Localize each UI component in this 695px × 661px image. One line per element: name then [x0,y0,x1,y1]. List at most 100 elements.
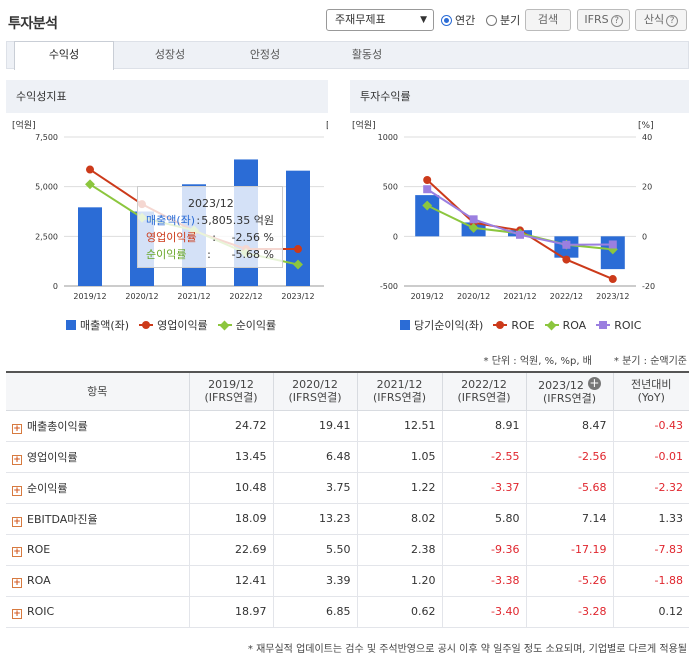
value-cell: 1.22 [356,472,442,504]
legend-item-roic[interactable]: ROIC [596,319,641,332]
help-icon: ? [610,15,623,27]
value-cell: -0.01 [612,441,689,473]
header-label: 2019/12 [208,378,254,392]
expand-row-icon[interactable]: + [12,454,22,465]
legend-item-sales[interactable]: 매출액(좌) [66,317,129,333]
value-cell: 18.09 [188,503,273,535]
row-label-cell[interactable]: + 순이익률 [6,472,189,504]
help-icon: ? [666,15,679,27]
tooltip-label: 매출액(좌) [146,214,196,227]
expand-columns-icon[interactable]: + [587,376,601,391]
value-cell: 12.41 [188,565,273,597]
value-cell: -3.37 [441,472,526,504]
quarter-note: * 분기 : 순액기준 [613,356,687,367]
value-cell: -3.28 [525,596,613,628]
data-point [423,175,432,184]
analysis-tabs: 수익성 성장성 안정성 활동성 [6,41,689,70]
legend-item-net-margin[interactable]: 순이익률 [217,317,277,333]
search-button[interactable]: 검색 [525,9,571,31]
row-label: 순이익률 [27,481,68,495]
value-cell: 12.51 [356,410,442,442]
statement-type-select[interactable]: 주재무제표 ▼ [326,9,434,31]
tab-growth[interactable]: 성장성 [154,48,186,61]
quarter-radio[interactable]: 분기 [486,12,520,28]
value-cell: -7.83 [612,534,689,566]
table-row: + 매출총이익률 24.72 19.41 12.51 8.91 8.47 -0.43 [6,410,689,442]
legend-label: ROA [562,318,587,332]
left-tick-label: 7,500 [35,133,58,142]
row-label-cell[interactable]: + ROA [6,565,189,597]
tooltip-row: 영업이익률: -2.56 % [146,229,274,246]
row-label: ROIC [27,604,55,618]
legend-item-roe[interactable]: ROE [493,319,535,332]
data-point [423,185,432,194]
data-point [86,165,94,174]
legend-label: 순이익률 [235,319,277,332]
tab-stability[interactable]: 안정성 [249,48,281,61]
value-cell: -3.40 [441,596,526,628]
data-point [608,275,617,284]
ifrs-button[interactable]: IFRS? [577,9,630,31]
column-header: 2021/12 (IFRS연결) [356,371,443,411]
expand-row-icon[interactable]: + [12,546,22,557]
legend-item-roa[interactable]: ROA [544,318,587,332]
value-cell: 13.23 [272,503,357,535]
value-cell: 3.39 [272,565,357,597]
table-row: + EBITDA마진율 18.09 13.23 8.02 5.80 7.14 1.33 [6,503,689,535]
legend-item-op-margin[interactable]: 영업이익률 [139,317,208,333]
header-sublabel: (IFRS연결) [288,391,342,405]
column-header: 2020/12 (IFRS연결) [272,371,358,411]
row-label-cell[interactable]: + ROE [6,534,189,566]
tooltip-sep: : [196,214,201,227]
expand-row-icon[interactable]: + [12,577,22,588]
value-cell: 24.72 [188,410,273,442]
left-axis-unit: [억원] [12,119,36,131]
header-sublabel: (IFRS연결) [542,392,597,406]
annual-radio-label: 연간 [455,14,476,27]
value-cell: -17.19 [525,534,613,566]
quarter-radio-label: 분기 [500,14,521,27]
value-cell: 6.48 [272,441,357,473]
annual-radio[interactable]: 연간 [441,12,475,28]
table-row: + ROA 12.41 3.39 1.20 -3.38 -5.26 -1.88 [6,565,689,597]
header-label: 2022/12 [461,378,507,392]
tooltip-period: 2023/12 [188,197,234,210]
value-cell: 6.85 [272,596,357,628]
profitability-panel-title: 수익성지표 [6,80,328,113]
bar-swatch-icon [66,320,76,330]
expand-row-icon[interactable]: + [12,485,22,496]
row-label-cell[interactable]: + 영업이익률 [6,441,189,473]
tab-profitability[interactable]: 수익성 [14,41,114,70]
formula-button[interactable]: 산식? [635,9,687,31]
data-point [562,255,571,264]
row-label-cell[interactable]: + 매출총이익률 [6,410,189,442]
row-label-cell[interactable]: + ROIC [6,596,189,628]
tooltip-row: 순이익률: -5.68 % [146,246,274,263]
legend-item-net-income[interactable]: 당기순이익(좌) [400,317,483,333]
value-cell: 5.50 [272,534,357,566]
value-cell: -5.68 [525,472,613,504]
line-swatch-icon [139,321,154,329]
x-tick-label: 2023/12 [281,292,314,301]
tooltip-value: -5.68 % [231,248,274,261]
tooltip-sep: : [207,248,211,261]
row-label: ROA [27,573,51,587]
table-body: + 매출총이익률 24.72 19.41 12.51 8.91 8.47 -0.43 + 영업이익… [6,410,689,628]
ifrs-button-label: IFRS [584,13,609,26]
tooltip-label: 영업이익률 [146,231,197,244]
column-header: 2019/12 (IFRS연결) [188,371,274,411]
expand-row-icon[interactable]: + [12,608,22,619]
expand-row-icon[interactable]: + [12,423,22,434]
row-label-cell[interactable]: + EBITDA마진율 [6,503,189,535]
right-tick-label: 20 [642,183,652,192]
line-swatch-icon [596,321,611,329]
tab-activity[interactable]: 활동성 [351,48,383,61]
header-sublabel: (IFRS연결) [372,391,427,405]
expand-row-icon[interactable]: + [12,516,22,527]
table-notes: * 단위 : 억원, %, %p, 배 * 분기 : 순액기준 [462,352,687,367]
table-row: + ROIC 18.97 6.85 0.62 -3.40 -3.28 0.12 [6,596,689,628]
value-cell: 2.38 [356,534,442,566]
value-cell: 1.20 [356,565,442,597]
table-header-row: 항목 2019/12 (IFRS연결) 2020/12 (IFRS연결) 2021/… [6,371,689,411]
